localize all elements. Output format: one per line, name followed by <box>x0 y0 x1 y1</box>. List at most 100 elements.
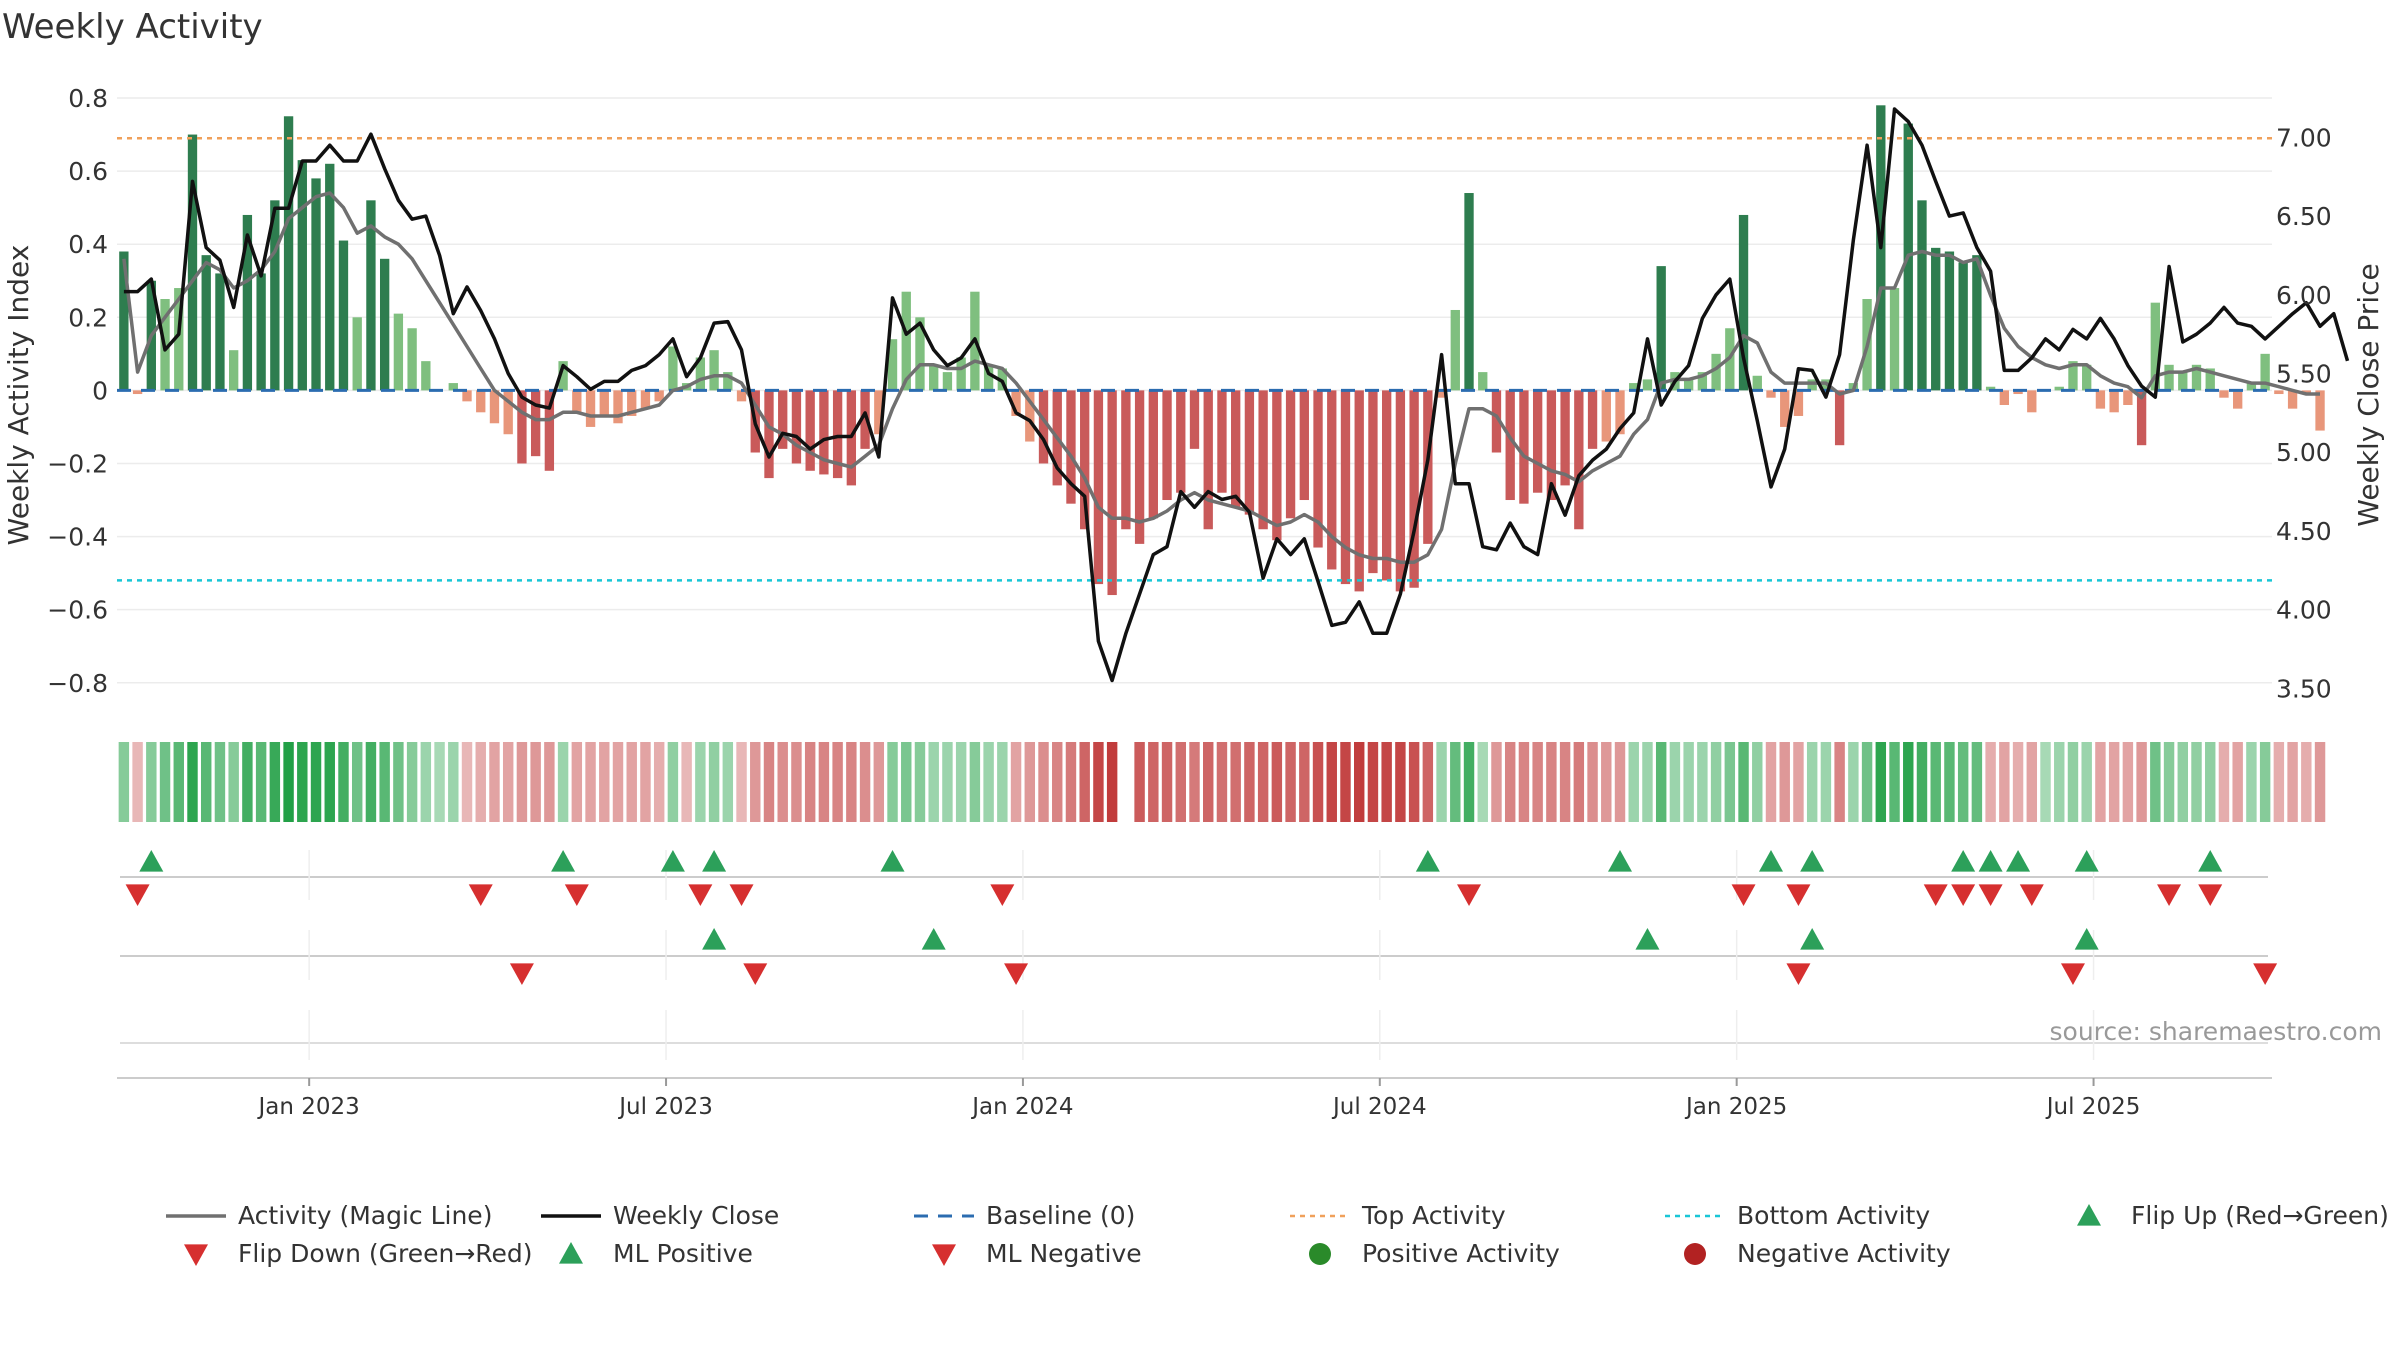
activity-bar <box>860 390 870 449</box>
strip-cell <box>1752 742 1763 822</box>
legend-item-ml_negative: ML Negative <box>932 1239 1142 1268</box>
activity-bar <box>1532 390 1543 493</box>
strip-cell <box>983 742 994 822</box>
flip-markers <box>120 850 2268 906</box>
strip-cell <box>1710 742 1722 822</box>
strip-cell <box>1381 742 1392 822</box>
strip-cell <box>1697 742 1708 822</box>
flip-down-marker <box>1731 884 1756 906</box>
strip-cell <box>859 742 871 822</box>
activity-bar <box>503 390 513 435</box>
activity-bar <box>2315 390 2325 431</box>
strip-cell <box>242 742 253 822</box>
strip-cell <box>1477 742 1488 822</box>
x-tick-label: Jan 2024 <box>970 1094 1073 1120</box>
activity-bar <box>1134 390 1145 544</box>
strip-cell <box>1326 742 1337 822</box>
legend-item-positive_activity: Positive Activity <box>1309 1239 1560 1268</box>
flip-down-marker <box>729 884 754 906</box>
ml-negative-marker <box>743 963 768 985</box>
strip-cell <box>1957 742 1969 822</box>
activity-bar <box>1011 390 1021 416</box>
strip-cell <box>1367 742 1379 822</box>
activity-bar <box>1615 390 1625 435</box>
activity-bar <box>1931 247 1941 391</box>
activity-bar <box>805 390 815 471</box>
strip-cell <box>1312 742 1324 822</box>
activity-bar <box>709 350 719 391</box>
legend-item-baseline: Baseline (0) <box>914 1201 1135 1230</box>
activity-bar <box>174 288 184 391</box>
x-tick-label: Jul 2024 <box>1331 1094 1427 1120</box>
activity-bar <box>1972 255 1982 391</box>
y2-tick-label: 7.00 <box>2276 123 2332 152</box>
legend-swatch <box>184 1244 208 1266</box>
strip-cell <box>846 742 857 822</box>
activity-bar <box>2219 390 2229 398</box>
ml-markers <box>120 928 2278 1060</box>
strip-cell <box>1875 742 1887 822</box>
y-tick-label: 0.4 <box>68 230 108 259</box>
strip-cell <box>2177 742 2188 822</box>
strip-cell <box>2191 742 2202 822</box>
ml-positive-marker <box>1635 928 1660 950</box>
x-tick-label: Jul 2023 <box>617 1094 713 1120</box>
activity-bar <box>956 357 966 391</box>
activity-bar <box>393 313 404 391</box>
activity-bar <box>544 390 555 471</box>
activity-bar <box>1272 390 1282 541</box>
activity-bar <box>2260 353 2270 391</box>
strip-cell <box>914 742 926 822</box>
strip-cell <box>2150 742 2161 822</box>
strip-cell <box>1079 742 1090 822</box>
strip-cell <box>1532 742 1543 822</box>
strip-cell <box>2122 742 2134 822</box>
strip-cell <box>1793 742 1804 822</box>
activity-strip <box>118 742 2326 822</box>
strip-cell <box>283 742 294 822</box>
activity-bar <box>1752 375 1762 391</box>
legend-label: Bottom Activity <box>1737 1201 1930 1230</box>
strip-cell <box>818 742 830 822</box>
series-lines <box>122 107 2350 683</box>
strip-cell <box>1587 742 1598 822</box>
strip-cell <box>297 742 308 822</box>
flip-down-marker <box>1457 884 1482 906</box>
strip-cell <box>1203 742 1214 822</box>
legend-item-negative_activity: Negative Activity <box>1684 1239 1951 1268</box>
strip-cell <box>1971 742 1983 822</box>
flip-down-marker <box>2019 884 2044 906</box>
strip-cell <box>955 742 967 822</box>
activity-bar <box>572 390 582 413</box>
activity-bar <box>2233 390 2243 409</box>
activity-bar <box>1313 390 1323 548</box>
strip-cell <box>1642 742 1653 822</box>
strip-cell <box>1257 742 1269 822</box>
strip-cell <box>708 742 720 822</box>
activity-bar <box>379 258 390 391</box>
strip-cell <box>420 742 432 822</box>
strip-cell <box>942 742 953 822</box>
strip-cell <box>1148 742 1159 822</box>
strip-cell <box>1353 742 1365 822</box>
strip-cell <box>2218 742 2230 822</box>
flip-down-marker <box>1923 884 1948 906</box>
weekly-close-line <box>123 107 2350 683</box>
activity-bar <box>2123 390 2133 405</box>
activity-bar <box>1203 390 1213 530</box>
activity-bar <box>1107 390 1117 596</box>
activity-bar <box>407 328 417 391</box>
strip-cell <box>1230 742 1241 822</box>
activity-bar <box>489 390 500 424</box>
activity-bar <box>1560 390 1570 486</box>
y2-tick-label: 6.50 <box>2276 202 2332 231</box>
strip-cell <box>997 742 1008 822</box>
strip-cell <box>2136 742 2147 822</box>
activity-bar <box>215 273 225 391</box>
strip-cell <box>2273 742 2285 822</box>
ml-negative-marker <box>2060 963 2085 985</box>
strip-cell <box>804 742 816 822</box>
strip-cell <box>1189 742 1200 822</box>
activity-bar <box>2136 390 2147 446</box>
